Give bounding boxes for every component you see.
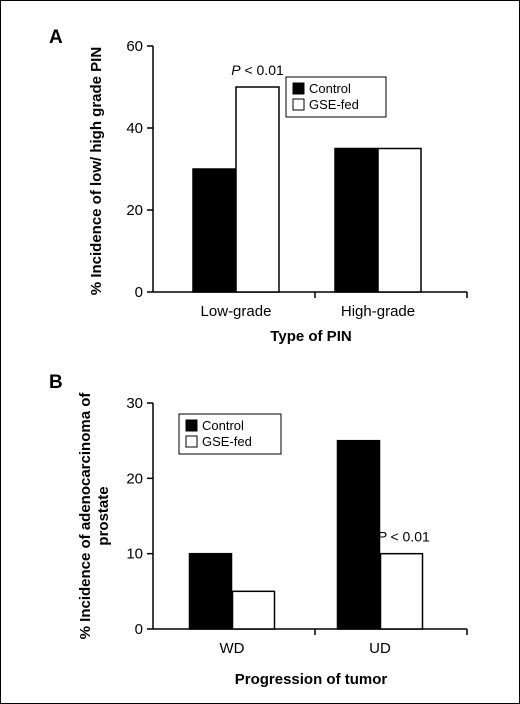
panel-b-x-axis-title: Progression of tumor bbox=[235, 671, 388, 688]
panel-b-legend-swatch bbox=[185, 435, 198, 448]
panel-a-y-tick-label: 20 bbox=[126, 202, 143, 219]
panel-b-y-tick-label: 30 bbox=[126, 395, 143, 412]
panel-a-plot-area: 0 20 40 60 Low-grade High-grade ControlGSE-fed… bbox=[126, 38, 468, 320]
panel-b-legend-label: GSE-fed bbox=[202, 434, 252, 449]
panel-a-legend-label: GSE-fed bbox=[309, 97, 359, 112]
panel-a: A % Incidence of low/ high grade PIN Typ… bbox=[49, 27, 468, 345]
panel-b-letter: B bbox=[49, 372, 63, 393]
panel-a-p-value-annotation: P < 0.01 bbox=[231, 62, 284, 78]
panel-a-bar-control-high-grade bbox=[334, 147, 379, 293]
panel-b-legend-label: Control bbox=[202, 418, 244, 433]
panel-a-bar-gse-fed-high-grade bbox=[377, 147, 422, 293]
panel-b-y-tick-label: 0 bbox=[135, 621, 143, 638]
panel-b-bar-control-wd bbox=[188, 552, 233, 630]
panel-a-x-tick-label: Low-grade bbox=[201, 303, 272, 320]
panel-a-x-tick-label: High-grade bbox=[341, 303, 415, 320]
panel-a-y-axis-title: % Incidence of low/ high grade PIN bbox=[88, 47, 105, 295]
panel-a-bar-control-low-grade bbox=[192, 168, 237, 293]
panel-b-x-tick-label: UD bbox=[369, 640, 391, 657]
panel-b-y-tick-label: 20 bbox=[126, 470, 143, 487]
panel-a-y-tick-label: 0 bbox=[135, 284, 143, 301]
panel-a-x-axis-title: Type of PIN bbox=[270, 328, 351, 345]
panel-a-legend-label: Control bbox=[309, 81, 351, 96]
panel-a-y-tick-label: 40 bbox=[126, 120, 143, 137]
panel-b-bar-gse-fed-ud bbox=[379, 552, 424, 630]
panel-b-y-tick-label: 10 bbox=[126, 546, 143, 563]
panel-b-y-axis-title-line1: % Incidence of adenocarcinoma of bbox=[77, 392, 94, 640]
panel-a-legend-swatch bbox=[292, 98, 305, 111]
panel-b-legend-swatch bbox=[185, 419, 198, 432]
panel-b: B % Incidence of adenocarcinoma of prost… bbox=[49, 372, 468, 688]
panel-b-p-value-annotation: P < 0.01 bbox=[377, 529, 430, 545]
panel-b-y-axis-title-line2: prostate bbox=[95, 486, 112, 545]
panel-b-bar-control-ud bbox=[336, 439, 381, 630]
panel-b-x-tick-label: WD bbox=[220, 640, 245, 657]
panel-a-bar-gse-fed-low-grade bbox=[235, 86, 280, 293]
panel-a-y-tick-label: 60 bbox=[126, 38, 143, 55]
panel-b-bar-gse-fed-wd bbox=[231, 590, 276, 630]
panel-a-legend-swatch bbox=[292, 82, 305, 95]
panel-a-letter: A bbox=[49, 27, 63, 48]
